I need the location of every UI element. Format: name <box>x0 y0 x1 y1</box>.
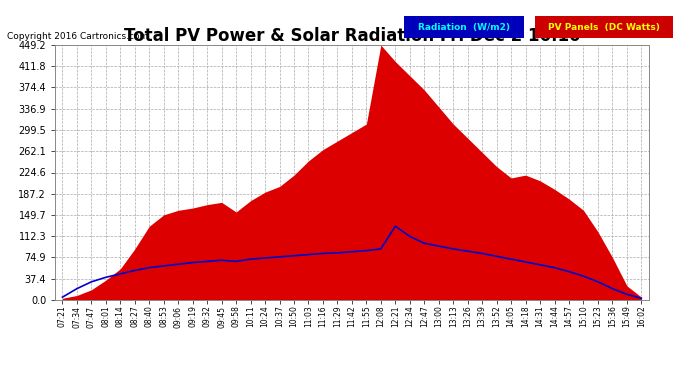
Text: Copyright 2016 Cartronics.com: Copyright 2016 Cartronics.com <box>7 32 148 41</box>
Title: Total PV Power & Solar Radiation Fri Dec 2 16:10: Total PV Power & Solar Radiation Fri Dec… <box>124 27 580 45</box>
Text: Radiation  (W/m2): Radiation (W/m2) <box>418 23 510 32</box>
Text: PV Panels  (DC Watts): PV Panels (DC Watts) <box>548 23 660 32</box>
